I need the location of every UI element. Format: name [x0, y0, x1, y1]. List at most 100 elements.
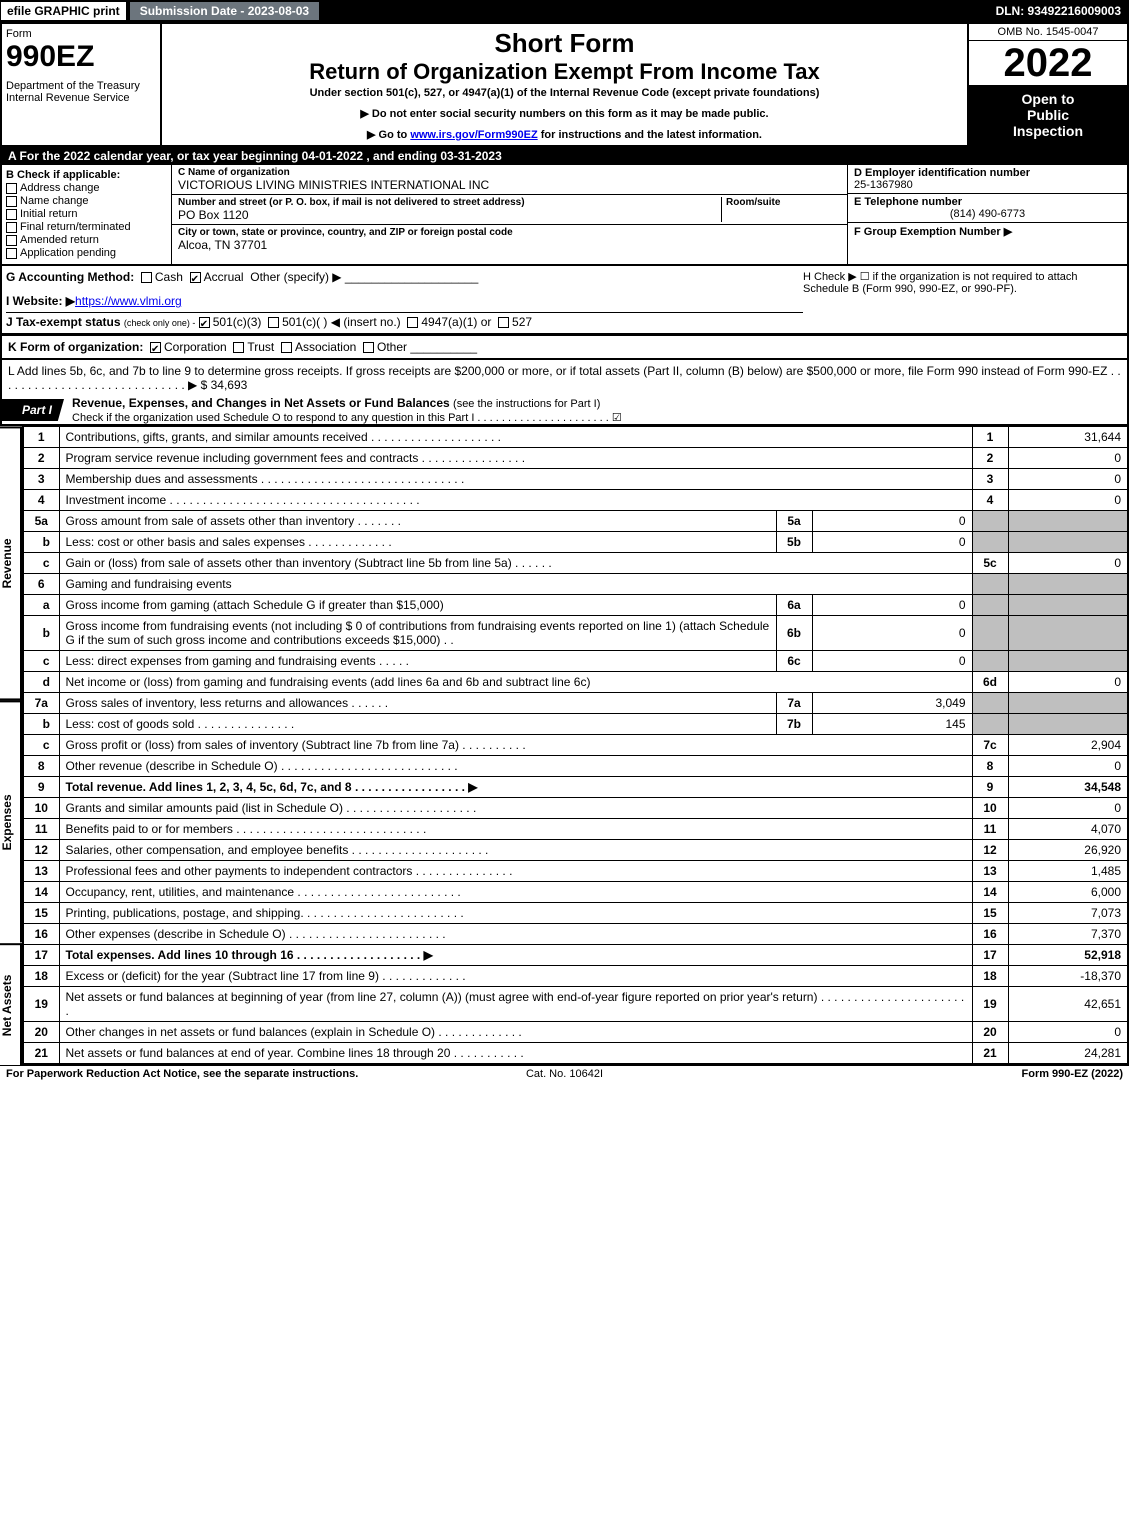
- ein-value: 25-1367980: [854, 179, 1121, 191]
- footer-formref: Form 990-EZ (2022): [751, 1068, 1123, 1080]
- line-g: G Accounting Method: Cash Accrual Other …: [6, 270, 803, 284]
- part1-check-note: Check if the organization used Schedule …: [72, 412, 622, 424]
- row-12: 12Salaries, other compensation, and empl…: [23, 840, 1128, 861]
- org-street: PO Box 1120: [178, 208, 721, 222]
- row-5a: 5aGross amount from sale of assets other…: [23, 511, 1128, 532]
- title-return: Return of Organization Exempt From Incom…: [166, 59, 963, 85]
- line-l: L Add lines 5b, 6c, and 7b to line 9 to …: [0, 360, 1129, 396]
- open-line1: Open to: [973, 91, 1123, 107]
- footer-catno: Cat. No. 10642I: [378, 1068, 750, 1080]
- row-6: 6Gaming and fundraising events: [23, 574, 1128, 595]
- form-label: Form: [6, 28, 156, 40]
- row-6a: aGross income from gaming (attach Schedu…: [23, 595, 1128, 616]
- org-name-label: C Name of organization: [178, 167, 841, 178]
- row-15: 15Printing, publications, postage, and s…: [23, 903, 1128, 924]
- line-j: J Tax-exempt status (check only one) - 5…: [6, 312, 803, 329]
- instr-goto-post: for instructions and the latest informat…: [538, 129, 762, 141]
- website-link[interactable]: https://www.vlmi.org: [75, 294, 182, 308]
- chk-accrual[interactable]: [190, 272, 201, 283]
- section-ghij: G Accounting Method: Cash Accrual Other …: [0, 266, 1129, 335]
- chk-cash[interactable]: [141, 272, 152, 283]
- row-16: 16Other expenses (describe in Schedule O…: [23, 924, 1128, 945]
- chk-4947[interactable]: [407, 317, 418, 328]
- row-6d: dNet income or (loss) from gaming and fu…: [23, 672, 1128, 693]
- part1-title: Revenue, Expenses, and Changes in Net As…: [64, 396, 622, 424]
- row-a-taxyear: A For the 2022 calendar year, or tax yea…: [0, 147, 1129, 165]
- sidelabel-expenses: Expenses: [0, 700, 22, 942]
- row-8: 8Other revenue (describe in Schedule O) …: [23, 756, 1128, 777]
- tel-value: (814) 490-6773: [854, 208, 1121, 220]
- omb-number: OMB No. 1545-0047: [969, 24, 1127, 41]
- form-header: Form 990EZ Department of the Treasury In…: [0, 22, 1129, 147]
- room-suite-label: Room/suite: [726, 197, 841, 208]
- row-5b: bLess: cost or other basis and sales exp…: [23, 532, 1128, 553]
- group-exempt-row: F Group Exemption Number ▶: [848, 223, 1127, 240]
- row-14: 14Occupancy, rent, utilities, and mainte…: [23, 882, 1128, 903]
- header-center: Short Form Return of Organization Exempt…: [162, 24, 967, 145]
- chk-association[interactable]: [281, 342, 292, 353]
- row-7a: 7aGross sales of inventory, less returns…: [23, 693, 1128, 714]
- row-20: 20Other changes in net assets or fund ba…: [23, 1022, 1128, 1043]
- row-2: 2Program service revenue including gover…: [23, 448, 1128, 469]
- row-6c: cLess: direct expenses from gaming and f…: [23, 651, 1128, 672]
- col-b-checkboxes: B Check if applicable: Address change Na…: [2, 165, 172, 264]
- instr-goto: ▶ Go to www.irs.gov/Form990EZ for instru…: [166, 128, 963, 141]
- org-city: Alcoa, TN 37701: [178, 238, 841, 252]
- group-exempt-label: F Group Exemption Number ▶: [854, 226, 1012, 238]
- col-def: D Employer identification number 25-1367…: [847, 165, 1127, 264]
- part1-header: Part I Revenue, Expenses, and Changes in…: [0, 396, 1129, 426]
- chk-application-pending[interactable]: Application pending: [6, 247, 167, 259]
- chk-amended-return[interactable]: Amended return: [6, 234, 167, 246]
- chk-other[interactable]: [363, 342, 374, 353]
- efile-print-button[interactable]: efile GRAPHIC print: [0, 1, 127, 21]
- chk-527[interactable]: [498, 317, 509, 328]
- ein-row: D Employer identification number 25-1367…: [848, 165, 1127, 194]
- tax-year: 2022: [969, 41, 1127, 85]
- org-name: VICTORIOUS LIVING MINISTRIES INTERNATION…: [178, 178, 841, 192]
- title-under: Under section 501(c), 527, or 4947(a)(1)…: [166, 87, 963, 99]
- chk-initial-return[interactable]: Initial return: [6, 208, 167, 220]
- chk-final-return[interactable]: Final return/terminated: [6, 221, 167, 233]
- row-21: 21Net assets or fund balances at end of …: [23, 1043, 1128, 1065]
- org-city-box: City or town, state or province, country…: [172, 225, 847, 254]
- line-k: K Form of organization: Corporation Trus…: [0, 335, 1129, 360]
- chk-address-change[interactable]: Address change: [6, 182, 167, 194]
- dln: DLN: 93492216009003: [988, 2, 1129, 20]
- chk-name-change[interactable]: Name change: [6, 195, 167, 207]
- chk-501c3[interactable]: [199, 317, 210, 328]
- row-5c: cGain or (loss) from sale of assets othe…: [23, 553, 1128, 574]
- irs-link[interactable]: www.irs.gov/Form990EZ: [410, 129, 537, 141]
- row-7b: bLess: cost of goods sold . . . . . . . …: [23, 714, 1128, 735]
- sidelabel-revenue: Revenue: [0, 426, 22, 700]
- org-street-box: Number and street (or P. O. box, if mail…: [172, 195, 847, 225]
- part1-body: Revenue Expenses Net Assets 1Contributio…: [0, 426, 1129, 1065]
- header-right: OMB No. 1545-0047 2022 Open to Public In…: [967, 24, 1127, 145]
- header-left: Form 990EZ Department of the Treasury In…: [2, 24, 162, 145]
- org-street-label: Number and street (or P. O. box, if mail…: [178, 197, 721, 208]
- org-city-label: City or town, state or province, country…: [178, 227, 841, 238]
- instr-goto-pre: ▶ Go to: [367, 129, 410, 141]
- ein-label: D Employer identification number: [854, 167, 1121, 179]
- page-footer: For Paperwork Reduction Act Notice, see …: [0, 1065, 1129, 1082]
- col-b-header: B Check if applicable:: [6, 169, 120, 181]
- title-short-form: Short Form: [166, 28, 963, 59]
- col-c-org: C Name of organization VICTORIOUS LIVING…: [172, 165, 847, 264]
- open-line3: Inspection: [973, 123, 1123, 139]
- form-number: 990EZ: [6, 40, 156, 74]
- chk-501c[interactable]: [268, 317, 279, 328]
- org-name-box: C Name of organization VICTORIOUS LIVING…: [172, 165, 847, 195]
- open-to-public: Open to Public Inspection: [969, 85, 1127, 145]
- row-1: 1Contributions, gifts, grants, and simil…: [23, 427, 1128, 448]
- chk-corporation[interactable]: [150, 342, 161, 353]
- row-4: 4Investment income . . . . . . . . . . .…: [23, 490, 1128, 511]
- row-18: 18Excess or (deficit) for the year (Subt…: [23, 966, 1128, 987]
- footer-notice: For Paperwork Reduction Act Notice, see …: [6, 1068, 378, 1080]
- line-i: I Website: ▶https://www.vlmi.org: [6, 294, 803, 308]
- chk-trust[interactable]: [233, 342, 244, 353]
- info-grid: B Check if applicable: Address change Na…: [0, 165, 1129, 266]
- row-19: 19Net assets or fund balances at beginni…: [23, 987, 1128, 1022]
- row-17: 17Total expenses. Add lines 10 through 1…: [23, 945, 1128, 966]
- line-l-value: 34,693: [211, 378, 248, 392]
- row-7c: cGross profit or (loss) from sales of in…: [23, 735, 1128, 756]
- row-13: 13Professional fees and other payments t…: [23, 861, 1128, 882]
